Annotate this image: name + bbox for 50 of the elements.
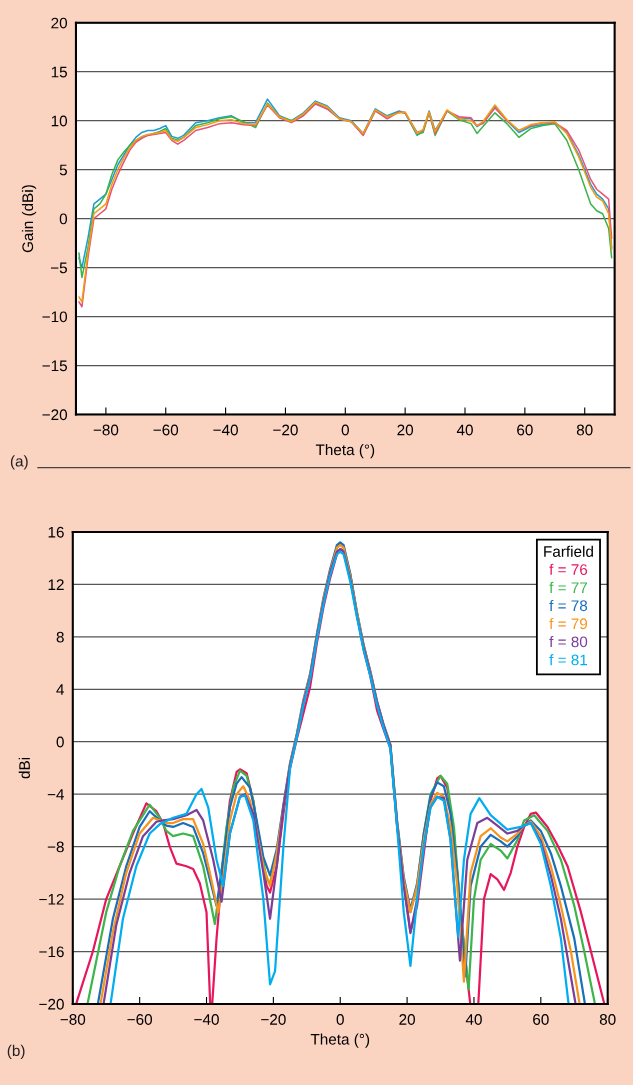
x-tick-label: 0 <box>341 424 349 436</box>
y-tick-label: −10 <box>42 311 68 323</box>
text: (b) <box>7 1044 25 1060</box>
text: f = 77 <box>549 581 588 593</box>
x-tick-label: 60 <box>533 1014 549 1025</box>
x-tick-label: 20 <box>397 424 414 436</box>
y-tick-label: −5 <box>50 262 67 274</box>
y-tick-label: 8 <box>56 631 64 643</box>
x-tick-label: −60 <box>127 1014 153 1025</box>
y-tick-label: 4 <box>56 684 65 695</box>
x-tick-label: 0 <box>336 1014 344 1025</box>
y-axis-title: dBi <box>18 757 30 779</box>
x-tick-label: −20 <box>261 1014 286 1025</box>
x-tick-label: −20 <box>273 424 298 436</box>
x-tick-label: 80 <box>599 1014 616 1025</box>
y-tick-label: −12 <box>39 893 64 905</box>
text: f = 76 <box>549 563 588 576</box>
y-tick-label: 16 <box>48 526 64 538</box>
x-axis-title: Theta (°) <box>315 443 375 459</box>
x-tick-label: 60 <box>517 424 533 436</box>
x-tick-label: 40 <box>465 1014 482 1025</box>
text: f = 78 <box>549 599 588 612</box>
y-tick-label: −8 <box>47 841 64 853</box>
legend-title: Farfield <box>544 545 593 557</box>
y-tick-label: −4 <box>47 789 65 800</box>
x-axis-title: Theta (°) <box>310 1033 370 1048</box>
x-tick-label: 40 <box>456 424 473 436</box>
y-tick-label: −20 <box>39 998 64 1010</box>
y-tick-label: −20 <box>42 409 68 421</box>
y-tick-label: 10 <box>51 115 68 127</box>
y-tick-label: 12 <box>48 579 64 590</box>
y-tick-label: 0 <box>59 213 68 225</box>
y-tick-label: 15 <box>51 66 67 78</box>
text: f = 80 <box>549 636 588 648</box>
x-tick-label: 80 <box>576 424 593 436</box>
x-tick-label: −40 <box>194 1014 219 1025</box>
x-tick-label: −40 <box>213 424 238 436</box>
text: f = 81 <box>549 654 588 666</box>
x-tick-label: −60 <box>153 424 179 436</box>
y-tick-label: −16 <box>39 946 64 958</box>
text: f = 79 <box>549 617 588 630</box>
y-tick-label: 0 <box>56 736 64 748</box>
y-tick-label: −15 <box>42 360 67 372</box>
y-tick-label: 20 <box>51 17 68 29</box>
x-tick-label: −80 <box>93 424 119 436</box>
x-tick-label: −80 <box>60 1014 86 1025</box>
y-tick-label: 5 <box>59 164 67 176</box>
y-axis-title: Gain (dBi) <box>21 185 37 253</box>
x-tick-label: 20 <box>399 1014 415 1025</box>
text: (a) <box>10 455 28 470</box>
